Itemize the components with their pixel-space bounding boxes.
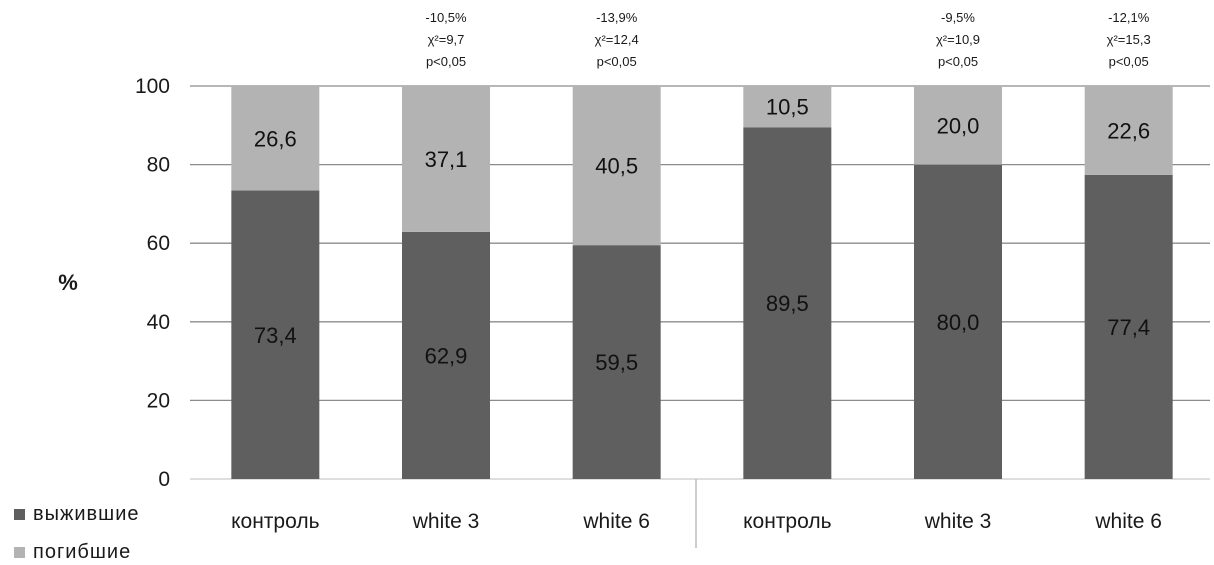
bar-died [914, 86, 1002, 165]
data-label: 73,4 [254, 323, 297, 348]
annotation-text: p<0,05 [426, 54, 466, 69]
y-tick-label: 0 [158, 468, 170, 491]
gridlines [190, 85, 1210, 480]
bar-died [1084, 86, 1173, 175]
category-label: white 3 [412, 510, 480, 533]
bar-survived [402, 231, 490, 479]
category-labels: контроль white 3 white 6 контроль white 3 whi… [231, 510, 1162, 533]
data-label: 77,4 [1107, 315, 1150, 340]
legend-swatch [14, 547, 25, 558]
category-label: white 6 [582, 510, 650, 533]
y-axis-ticks: 0 20 40 60 80 100 [135, 75, 170, 491]
annotation-text: -12,1% [1108, 10, 1150, 25]
data-label: 20,0 [937, 113, 980, 138]
bar-died [572, 86, 661, 246]
category-label: white 3 [924, 510, 992, 533]
y-tick-label: 60 [147, 232, 170, 255]
annotation-text: -10,5% [425, 10, 467, 25]
category-label: контроль [231, 510, 319, 533]
bar-survived [572, 245, 661, 479]
data-label: 89,5 [766, 291, 809, 316]
y-tick-label: 40 [147, 311, 170, 334]
bars [231, 86, 1173, 479]
legend: выжившие погибшие [14, 503, 140, 563]
bar-died [402, 86, 490, 232]
data-label: 22,6 [1107, 118, 1150, 143]
legend-label: погибшие [33, 541, 131, 563]
bar-survived [1084, 174, 1173, 479]
bar-died [743, 86, 832, 128]
data-label: 59,5 [595, 350, 638, 375]
bar-annotations: -10,5% χ²=9,7 p<0,05 -13,9% χ²=12,4 p<0,05 -9,… [425, 10, 1150, 69]
annotation-text: p<0,05 [1109, 54, 1149, 69]
annotation-text: p<0,05 [938, 54, 978, 69]
annotation-text: χ²=15,3 [1107, 32, 1151, 47]
y-axis-label: % [58, 270, 78, 295]
bar-died [231, 86, 320, 191]
annotation-text: χ²=9,7 [428, 32, 465, 47]
data-label: 40,5 [595, 154, 638, 179]
annotation-text: χ²=12,4 [595, 32, 639, 47]
legend-label: выжившие [33, 503, 140, 525]
value-labels: 73,4 26,6 62,9 37,1 59,5 40,5 89,5 10,5 80,0 20,0… [254, 95, 1150, 375]
data-label: 37,1 [425, 147, 468, 172]
category-label: white 6 [1094, 510, 1162, 533]
annotation-text: -9,5% [941, 10, 975, 25]
category-label: контроль [743, 510, 831, 533]
data-label: 26,6 [254, 126, 297, 151]
legend-swatch [14, 509, 25, 520]
y-tick-label: 20 [147, 389, 170, 412]
data-label: 62,9 [425, 343, 468, 368]
bar-survived [743, 127, 832, 479]
data-label: 80,0 [937, 310, 980, 335]
annotation-text: p<0,05 [597, 54, 637, 69]
annotation-text: χ²=10,9 [936, 32, 980, 47]
bar-survived [231, 190, 320, 479]
y-tick-label: 100 [135, 75, 170, 98]
bar-survived [914, 164, 1002, 479]
data-label: 10,5 [766, 95, 809, 120]
annotation-text: -13,9% [596, 10, 638, 25]
y-tick-label: 80 [147, 154, 170, 177]
